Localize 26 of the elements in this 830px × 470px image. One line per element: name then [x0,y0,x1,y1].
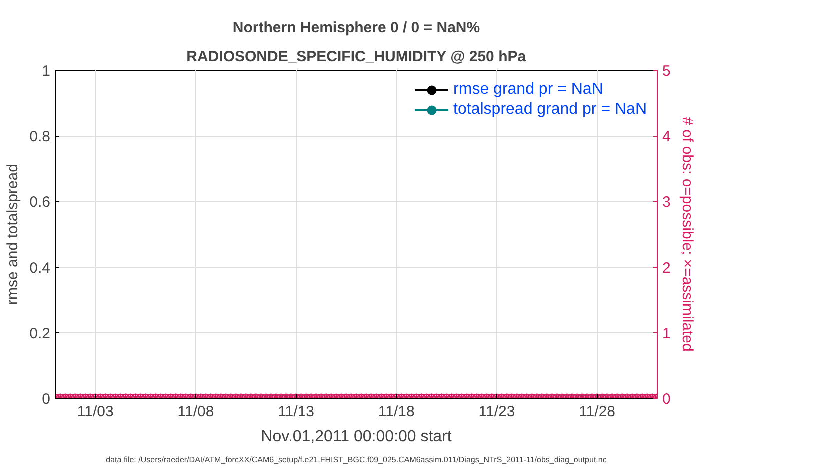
x-tick-label: 11/03 [77,404,114,420]
x-tick-label: 11/08 [178,404,214,420]
y-tick-label: 0.4 [30,260,51,277]
y2-axis-title: # of obs: o=possible; ×=assimilated [678,117,696,352]
y-tick-label: 0.2 [30,325,51,342]
y2-tick-label: 2 [662,260,671,277]
x-axis-title: Nov.01,2011 00:00:00 start [261,428,452,446]
legend-label: rmse grand pr = NaN [454,81,604,99]
y2-tick-label: 1 [662,325,671,342]
y2-tick-label: 3 [662,194,671,212]
chart-title: Northern Hemisphere 0 / 0 = NaN% [232,20,480,36]
x-tick-label: 11/23 [478,404,516,420]
y-tick-label: 0 [42,391,50,408]
x-tick-label: 11/28 [579,404,616,420]
y2-tick-label: 0 [662,391,671,408]
y-axis-title: rmse and totalspread [4,164,22,305]
y2-tick-label: 4 [662,128,671,146]
chart-subtitle: RADIOSONDE_SPECIFIC_HUMIDITY @ 250 hPa [186,48,527,66]
y-tick-label: 0.8 [30,128,51,146]
y2-tick-label: 5 [662,63,671,80]
text: data file: /Users/raeder/DAI/ATM_forcXX/CAM6_setup/f.e21.FHIST_BGC.f09_025.CAM6assim.011/Diags_NTrS_2011-11/obs_diag_output.nc [106,456,607,464]
y-tick-label: 1 [42,63,50,80]
x-tick-label: 11/18 [378,404,415,420]
x-tick-label: 11/13 [278,404,315,420]
legend-label: totalspread grand pr = NaN [454,101,647,119]
y-tick-label: 0.6 [30,194,51,212]
